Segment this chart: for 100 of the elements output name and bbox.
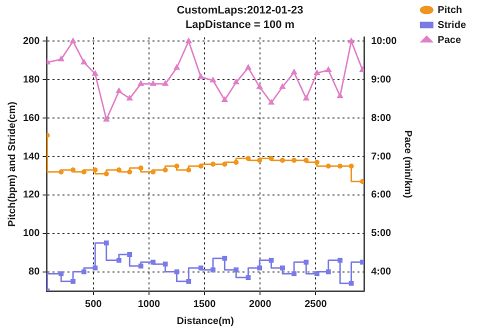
- point: [198, 164, 204, 169]
- point: [280, 84, 286, 89]
- y2-tick-label: 7:00: [371, 151, 392, 162]
- point: [256, 84, 262, 89]
- point: [162, 262, 168, 267]
- x-tick-label: 500: [85, 298, 102, 310]
- y-tick-label: 180: [22, 74, 40, 86]
- y-tick-label: 160: [22, 112, 40, 124]
- point: [268, 258, 274, 263]
- point: [70, 38, 76, 44]
- point: [210, 267, 216, 272]
- point: [222, 162, 228, 167]
- point: [127, 252, 132, 257]
- y2-tick-label: 6:00: [371, 190, 392, 201]
- point: [280, 266, 285, 270]
- point: [198, 266, 204, 270]
- y-tick-label: 140: [22, 151, 40, 162]
- point: [348, 164, 354, 169]
- legend-label: Stride: [438, 20, 466, 31]
- point: [246, 275, 251, 280]
- point: [104, 116, 110, 122]
- point: [314, 271, 320, 276]
- chart-title: CustomLaps:2012-01-23: [176, 4, 304, 17]
- point: [186, 278, 192, 284]
- x-axis-title: Distance(m): [176, 316, 234, 327]
- point: [104, 240, 109, 246]
- point: [234, 267, 239, 272]
- point: [245, 64, 252, 70]
- point: [280, 158, 286, 163]
- y-tick-label: 80: [28, 266, 40, 278]
- point: [337, 93, 343, 98]
- point: [174, 64, 180, 70]
- point: [314, 70, 320, 76]
- point: [338, 164, 343, 169]
- point: [126, 95, 132, 100]
- point: [291, 69, 297, 74]
- point: [58, 169, 64, 174]
- point: [326, 164, 331, 169]
- x-tick-label: 2000: [249, 298, 272, 310]
- y2-tick-label: 4:00: [371, 266, 392, 278]
- point: [92, 266, 98, 270]
- legend-label: Pace: [438, 34, 462, 46]
- point: [186, 167, 192, 173]
- point: [81, 169, 86, 174]
- point: [268, 156, 274, 161]
- point: [222, 96, 228, 102]
- point: [70, 167, 76, 173]
- point: [303, 95, 309, 100]
- point: [58, 271, 64, 276]
- point: [257, 158, 262, 163]
- point: [92, 70, 98, 76]
- point: [186, 38, 192, 44]
- chart-subtitle: LapDistance = 100 m: [185, 18, 295, 31]
- point: [174, 269, 180, 274]
- point: [348, 38, 354, 44]
- point: [222, 256, 228, 261]
- point: [246, 156, 251, 161]
- x-tick-label: 1000: [138, 298, 161, 310]
- point: [162, 80, 168, 86]
- x-tick-label: 2500: [304, 298, 328, 310]
- point: [304, 260, 309, 265]
- point: [70, 278, 76, 284]
- point: [326, 66, 332, 72]
- point: [104, 171, 109, 176]
- point: [360, 178, 364, 184]
- point: [174, 164, 180, 169]
- point: [81, 59, 87, 64]
- x-tick-label: 1500: [193, 298, 216, 310]
- y2-tick-label: 5:00: [371, 228, 392, 240]
- point: [268, 100, 274, 105]
- point: [138, 80, 144, 86]
- point: [338, 258, 343, 263]
- point: [348, 280, 354, 286]
- y-tick-label: 120: [22, 190, 40, 201]
- y2-axis-title: Pace (min/km): [402, 130, 413, 198]
- point: [116, 258, 122, 263]
- point: [150, 260, 156, 265]
- point: [304, 158, 309, 163]
- point: [162, 167, 168, 173]
- point: [92, 167, 98, 173]
- point: [326, 269, 331, 274]
- point: [127, 169, 132, 174]
- y2-tick-label: 8:00: [371, 112, 392, 124]
- point: [291, 158, 297, 163]
- point: [58, 56, 64, 62]
- point: [138, 264, 144, 268]
- point: [314, 160, 320, 165]
- point: [116, 167, 122, 173]
- point: [210, 77, 216, 82]
- y-tick-label: 200: [22, 36, 40, 47]
- y2-tick-label: 10:00: [371, 36, 398, 47]
- point: [360, 260, 364, 265]
- point: [210, 162, 216, 167]
- point: [233, 79, 239, 84]
- point: [234, 160, 239, 165]
- point: [198, 74, 204, 79]
- point: [150, 169, 156, 174]
- point: [138, 165, 144, 171]
- point: [81, 269, 86, 274]
- point: [150, 80, 156, 86]
